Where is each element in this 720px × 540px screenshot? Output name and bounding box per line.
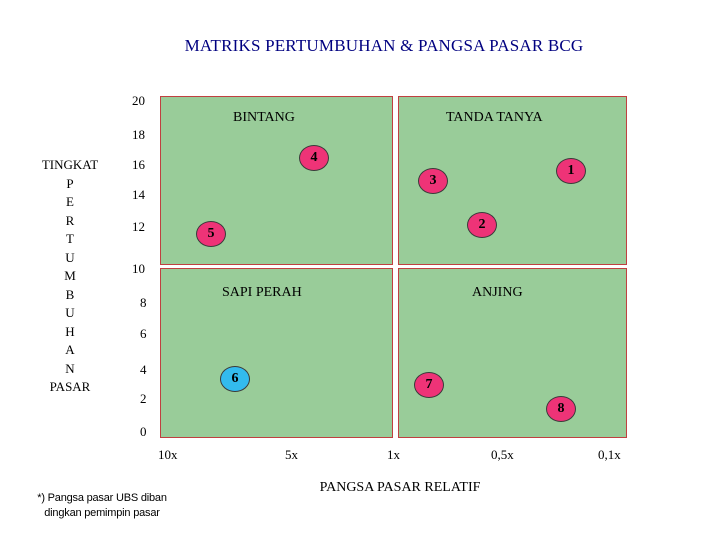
y-tick: 18 [132, 127, 145, 142]
item-circle: 7 [414, 372, 444, 398]
y-tick: 2 [140, 391, 147, 406]
item-label: 4 [310, 150, 318, 165]
x-tick: 0,1x [598, 447, 621, 462]
item-label: 1 [567, 163, 575, 178]
item-label: 2 [478, 217, 486, 232]
y-axis-label-line: T [66, 231, 74, 246]
quadrant-label-question-mark: TANDA TANYA [446, 110, 543, 125]
item-circle: 5 [196, 221, 226, 247]
y-tick: 20 [132, 93, 145, 108]
quadrant-label-star: BINTANG [233, 110, 295, 125]
y-axis-label: TINGKAT P E R T U M B U H A N PASAR [30, 156, 110, 397]
item-label: 8 [557, 401, 565, 416]
y-tick: 16 [132, 157, 145, 172]
item-circle: 1 [556, 158, 586, 184]
item-label: 3 [429, 173, 437, 188]
item-circle: 2 [467, 212, 497, 238]
y-axis-label-line: E [66, 194, 74, 209]
x-tick: 1x [387, 447, 400, 462]
y-axis-label-line: B [65, 286, 75, 302]
footnote-line: dingkan pemimpin pasar [44, 507, 160, 519]
y-axis-label-line: R [65, 212, 75, 228]
y-tick: 4 [140, 362, 147, 377]
x-axis-label: PANGSA PASAR RELATIF [319, 480, 481, 495]
quadrant-dog [398, 268, 627, 438]
x-tick: 5x [285, 447, 298, 462]
y-axis-label-line: TINGKAT [41, 157, 99, 172]
y-tick: 12 [132, 219, 145, 234]
x-tick: 10x [158, 447, 178, 462]
y-tick: 10 [132, 261, 145, 276]
quadrant-cash-cow [160, 268, 393, 438]
quadrant-label-dog: ANJING [472, 285, 523, 300]
y-axis-label-line: M [64, 268, 76, 283]
y-tick: 14 [132, 187, 145, 202]
item-circle: 3 [418, 168, 448, 194]
y-axis-label-line: U [65, 249, 75, 265]
y-tick: 6 [140, 326, 147, 341]
y-axis-label-line: PASAR [49, 379, 91, 394]
footnote-line: *) Pangsa pasar UBS diban [37, 492, 167, 504]
y-tick: 8 [140, 295, 147, 310]
quadrant-label-cash-cow: SAPI PERAH [222, 285, 302, 300]
y-axis-label-line: U [65, 305, 75, 320]
item-circle: 6 [220, 366, 250, 392]
item-label: 6 [231, 371, 239, 386]
item-label: 7 [425, 377, 433, 392]
footnote: *) Pangsa pasar UBS diban dingkan pemimp… [12, 491, 192, 521]
item-circle: 8 [546, 396, 576, 422]
item-label: 5 [207, 226, 215, 241]
y-axis-label-line: H [65, 323, 75, 339]
y-axis-label-line: P [66, 175, 74, 191]
item-circle: 4 [299, 145, 329, 171]
page-title: MATRIKS PERTUMBUHAN & PANGSA PASAR BCG [184, 36, 584, 55]
y-axis-label-line: N [65, 360, 75, 376]
y-axis-label-line: A [65, 342, 75, 357]
x-tick: 0,5x [491, 447, 514, 462]
y-tick: 0 [140, 424, 147, 439]
